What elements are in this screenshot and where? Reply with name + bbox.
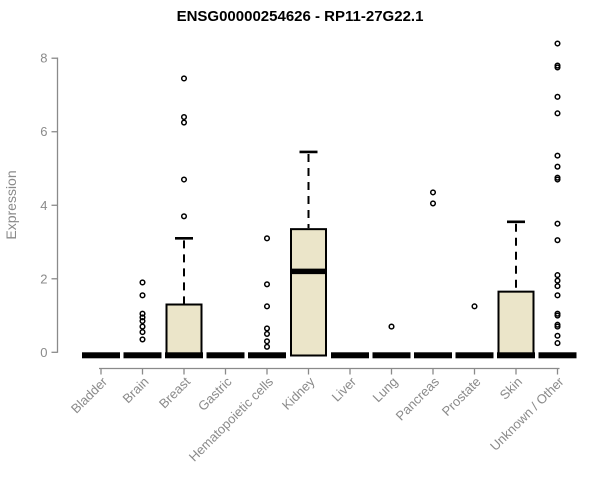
outlier-unknown-other <box>554 292 561 299</box>
x-tick-label-gastric: Gastric <box>195 374 235 414</box>
outlier-unknown-other <box>554 332 561 339</box>
median-brain <box>123 352 162 359</box>
outlier-unknown-other <box>554 176 561 183</box>
chart-title: ENSG00000254626 - RP11-27G22.1 <box>177 8 424 25</box>
outlier-unknown-other <box>554 152 561 159</box>
outlier-brain <box>139 292 146 299</box>
outlier-brain <box>139 314 146 321</box>
outlier-unknown-other <box>554 323 561 330</box>
outlier-pancreas <box>429 200 437 207</box>
median-bladder <box>82 352 120 359</box>
outlier-brain <box>139 318 146 325</box>
y-tick-label-4: 4 <box>40 198 47 213</box>
y-tick-label-6: 6 <box>40 124 47 139</box>
x-tick-label-skin: Skin <box>497 374 525 402</box>
box-breast <box>165 303 203 357</box>
x-tick-label-brain: Brain <box>120 374 152 406</box>
median-breast <box>165 352 203 359</box>
y-tick-label-2: 2 <box>40 271 47 286</box>
outlier-hematopoietic-cells <box>263 281 271 288</box>
median-skin <box>497 352 535 359</box>
y-tick-label-0: 0 <box>40 345 47 360</box>
outlier-hematopoietic-cells <box>263 338 271 345</box>
median-gastric <box>206 352 245 359</box>
outlier-unknown-other <box>554 272 561 279</box>
median-prostate <box>455 352 494 359</box>
outlier-lung <box>388 323 395 330</box>
x-tick-label-liver: Liver <box>329 374 360 405</box>
outlier-unknown-other <box>554 237 561 244</box>
box-skin <box>497 290 535 357</box>
x-tick-label-breast: Breast <box>156 374 193 411</box>
outlier-hematopoietic-cells <box>263 235 271 242</box>
box-kidney <box>290 228 327 357</box>
outlier-hematopoietic-cells <box>263 330 271 337</box>
outlier-unknown-other <box>554 110 561 117</box>
outlier-hematopoietic-cells <box>263 343 271 350</box>
outlier-unknown-other <box>554 277 561 284</box>
median-unknown-other <box>538 352 577 359</box>
x-tick-label-lung: Lung <box>370 374 401 405</box>
outlier-brain <box>139 310 146 317</box>
outlier-brain <box>139 279 146 286</box>
y-tick-label-8: 8 <box>40 51 47 66</box>
outlier-hematopoietic-cells <box>263 325 271 332</box>
outlier-brain <box>139 329 146 336</box>
outlier-breast <box>180 113 188 121</box>
outlier-unknown-other <box>554 40 561 47</box>
y-axis-title: Expression <box>3 170 19 239</box>
outlier-unknown-other <box>554 93 561 100</box>
outlier-unknown-other <box>554 283 561 290</box>
x-tick-label-kidney: Kidney <box>279 374 318 413</box>
outlier-breast <box>180 176 188 183</box>
outlier-pancreas <box>429 189 437 196</box>
median-hematopoietic-cells <box>248 352 286 359</box>
median-liver <box>331 352 369 359</box>
median-lung <box>372 352 411 359</box>
x-tick-label-bladder: Bladder <box>68 374 111 417</box>
x-tick-label-pancreas: Pancreas <box>393 374 443 424</box>
x-tick-label-prostate: Prostate <box>439 374 484 419</box>
outlier-breast <box>180 75 188 82</box>
outlier-breast <box>180 119 188 126</box>
median-pancreas <box>414 352 452 359</box>
outlier-unknown-other <box>554 220 561 227</box>
outlier-unknown-other <box>554 340 561 347</box>
outlier-brain <box>139 323 146 330</box>
outlier-unknown-other <box>554 64 561 71</box>
outlier-brain <box>139 336 146 343</box>
x-tick-label-unknown-other: Unknown / Other <box>487 374 567 454</box>
outlier-unknown-other <box>554 163 561 170</box>
outlier-prostate <box>471 303 478 310</box>
outlier-breast <box>180 213 188 220</box>
outlier-hematopoietic-cells <box>263 303 271 310</box>
outlier-unknown-other <box>554 312 561 319</box>
